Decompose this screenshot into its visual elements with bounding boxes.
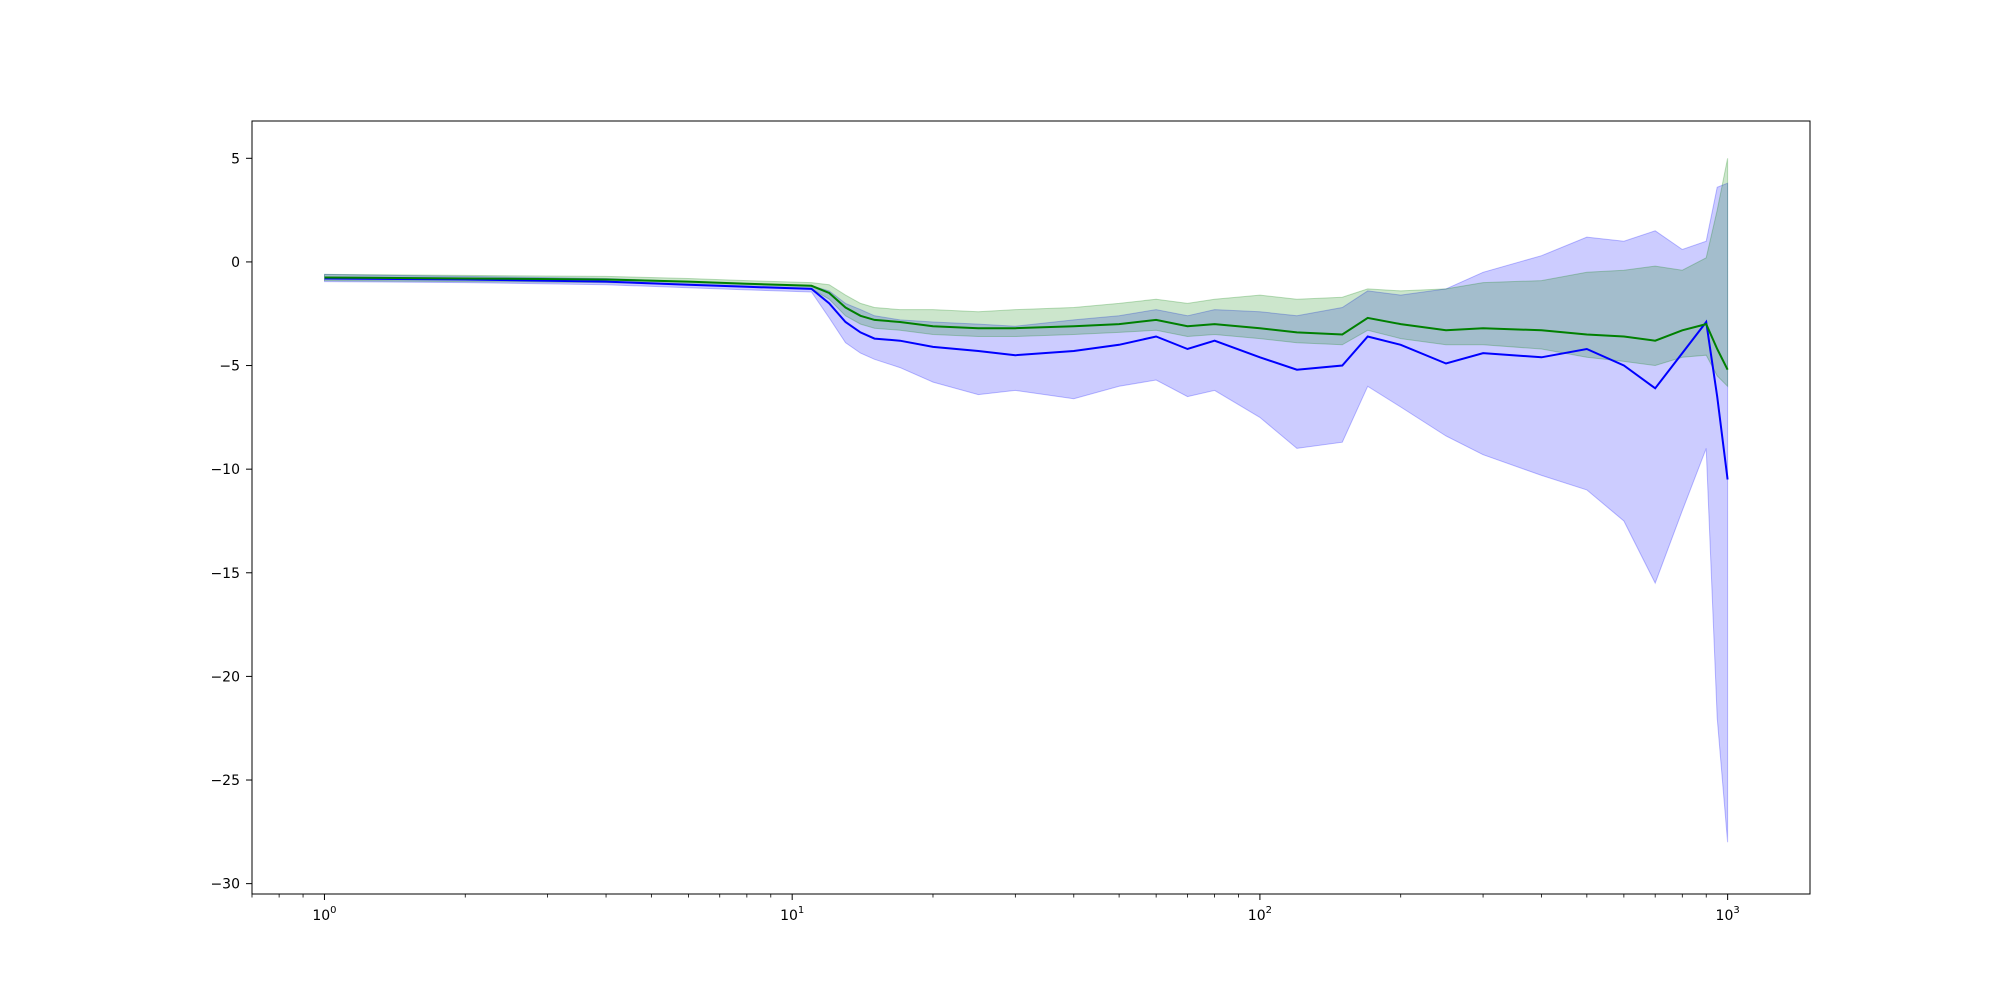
x-tick-label: 103 bbox=[1716, 905, 1740, 924]
x-tick-label: 100 bbox=[312, 905, 336, 924]
axes: 5 0 −5 −10 −15 −20 −25 −30 100 101 102 103 bbox=[210, 120, 1811, 924]
y-tick-label: 0 bbox=[231, 255, 240, 271]
y-tick-label: −15 bbox=[210, 566, 240, 582]
series-1-line bbox=[324, 277, 1729, 480]
y-tick-label: 5 bbox=[231, 151, 240, 167]
series-lines bbox=[324, 276, 1729, 480]
y-tick-label: −25 bbox=[210, 773, 240, 789]
y-tick-label: −10 bbox=[210, 462, 240, 478]
series-2-line bbox=[324, 276, 1729, 371]
x-tick-label: 101 bbox=[780, 905, 804, 924]
y-tick-label: −5 bbox=[219, 359, 240, 375]
confidence-bands bbox=[324, 158, 1729, 843]
plot-frame bbox=[251, 120, 1811, 895]
series-2-band bbox=[324, 158, 1729, 388]
y-tick-label: −20 bbox=[210, 669, 240, 685]
y-tick-label: −30 bbox=[210, 877, 240, 893]
x-tick-label: 102 bbox=[1248, 905, 1272, 924]
series-1-band bbox=[324, 182, 1729, 843]
